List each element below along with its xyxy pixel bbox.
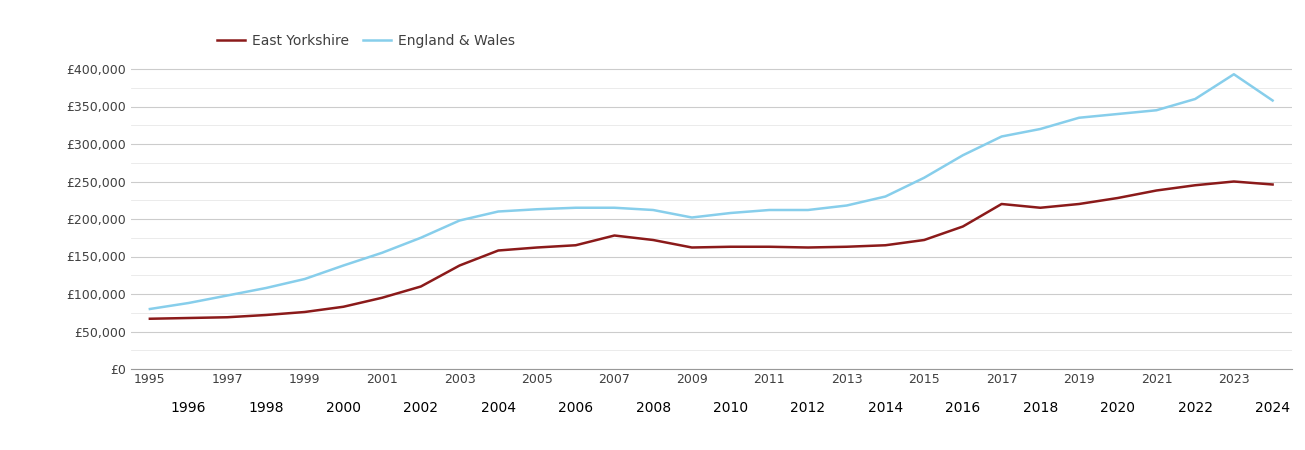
England & Wales [219, 293, 235, 298]
East Yorkshire [1032, 205, 1048, 211]
East Yorkshire [1071, 201, 1087, 207]
East Yorkshire [1148, 188, 1164, 193]
England & Wales [452, 218, 467, 223]
East Yorkshire [375, 295, 390, 301]
England & Wales [181, 300, 197, 306]
England & Wales [1032, 126, 1048, 132]
England & Wales [645, 207, 660, 213]
East Yorkshire [762, 244, 778, 249]
England & Wales [1109, 111, 1125, 117]
England & Wales [684, 215, 699, 220]
East Yorkshire [491, 248, 506, 253]
East Yorkshire [568, 243, 583, 248]
England & Wales [296, 276, 312, 282]
England & Wales [258, 285, 274, 291]
England & Wales [800, 207, 816, 213]
England & Wales [839, 203, 855, 208]
England & Wales [994, 134, 1010, 139]
England & Wales [878, 194, 894, 199]
England & Wales [414, 235, 429, 240]
England & Wales [375, 250, 390, 256]
East Yorkshire [530, 245, 545, 250]
England & Wales [723, 210, 739, 216]
East Yorkshire [800, 245, 816, 250]
East Yorkshire [1265, 182, 1280, 187]
East Yorkshire [994, 201, 1010, 207]
East Yorkshire [645, 237, 660, 243]
East Yorkshire [878, 243, 894, 248]
East Yorkshire [142, 316, 158, 321]
Line: East Yorkshire: East Yorkshire [150, 181, 1272, 319]
East Yorkshire [296, 309, 312, 315]
England & Wales [762, 207, 778, 213]
East Yorkshire [414, 284, 429, 289]
Line: England & Wales: England & Wales [150, 74, 1272, 309]
East Yorkshire [1188, 183, 1203, 188]
England & Wales [335, 263, 351, 268]
England & Wales [1148, 108, 1164, 113]
East Yorkshire [258, 312, 274, 318]
East Yorkshire [684, 245, 699, 250]
England & Wales [1265, 98, 1280, 103]
East Yorkshire [723, 244, 739, 249]
England & Wales [530, 207, 545, 212]
East Yorkshire [955, 224, 971, 229]
England & Wales [491, 209, 506, 214]
East Yorkshire [1109, 195, 1125, 201]
England & Wales [568, 205, 583, 211]
England & Wales [955, 153, 971, 158]
England & Wales [1071, 115, 1087, 121]
England & Wales [1227, 72, 1242, 77]
East Yorkshire [181, 315, 197, 321]
East Yorkshire [335, 304, 351, 310]
Legend: East Yorkshire, England & Wales: East Yorkshire, England & Wales [211, 29, 521, 54]
East Yorkshire [452, 263, 467, 268]
England & Wales [142, 306, 158, 312]
East Yorkshire [219, 315, 235, 320]
East Yorkshire [839, 244, 855, 249]
East Yorkshire [916, 237, 932, 243]
England & Wales [916, 175, 932, 180]
East Yorkshire [1227, 179, 1242, 184]
East Yorkshire [607, 233, 622, 238]
England & Wales [1188, 96, 1203, 102]
England & Wales [607, 205, 622, 211]
